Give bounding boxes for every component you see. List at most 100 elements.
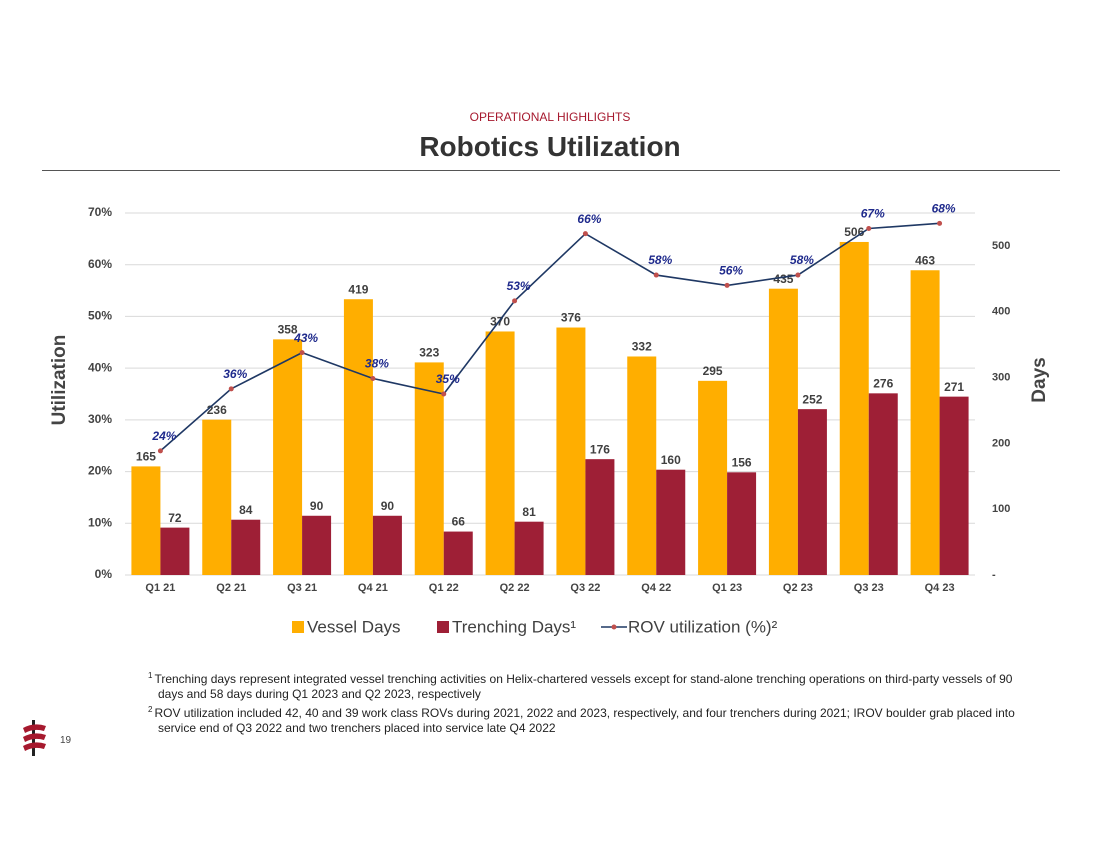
- line-value-label: 68%: [932, 202, 956, 216]
- footnote-marker: 2: [148, 705, 153, 714]
- bar-value-label: 276: [873, 377, 893, 391]
- bar: [727, 472, 757, 575]
- bar-value-label: 370: [490, 315, 510, 329]
- bar: [839, 241, 869, 575]
- y2-tick-label: 500: [992, 240, 1010, 252]
- footnotes: 1 Trenching days represent integrated ves…: [148, 668, 1018, 736]
- bar-value-label: 156: [732, 455, 752, 469]
- line-value-label: 56%: [719, 264, 743, 278]
- line-value-label: 53%: [507, 279, 531, 293]
- legend-swatch: [292, 621, 304, 633]
- bar-value-label: 358: [278, 323, 298, 337]
- footnote-text: ROV utilization included 42, 40 and 39 w…: [154, 706, 1015, 735]
- y-tick-label: 70%: [88, 205, 112, 219]
- x-tick-label: Q1 21: [145, 582, 175, 594]
- bar: [910, 270, 940, 575]
- x-tick-label: Q3 22: [570, 582, 600, 594]
- x-tick-label: Q2 22: [500, 582, 530, 594]
- bar-value-label: 419: [348, 282, 368, 296]
- bar-value-label: 236: [207, 403, 227, 417]
- footnote: 2 ROV utilization included 42, 40 and 39 …: [148, 702, 1018, 736]
- bar: [768, 288, 798, 575]
- bar-value-label: 463: [915, 253, 935, 267]
- line-marker: [582, 231, 588, 237]
- line-marker: [724, 282, 730, 288]
- line-value-label: 35%: [436, 372, 460, 386]
- x-tick-label: Q3 21: [287, 582, 317, 594]
- line-marker: [157, 448, 163, 454]
- x-tick-label: Q1 23: [712, 582, 742, 594]
- x-tick-label: Q2 21: [216, 582, 246, 594]
- chart: Utilization Days 0% 10% 20% 30% 40% 50% 60% 70%…: [49, 202, 1050, 637]
- bar: [273, 339, 303, 575]
- bar: [698, 380, 728, 575]
- divider: [42, 170, 1060, 171]
- y-tick-label: 30%: [88, 412, 112, 426]
- line-value-label: 67%: [861, 207, 885, 221]
- line-value-label: 43%: [293, 331, 318, 345]
- bar-value-label: 295: [703, 364, 723, 378]
- line-marker: [937, 220, 943, 226]
- line-marker: [795, 272, 801, 278]
- line-value-label: 58%: [648, 253, 672, 267]
- line-value-label: 66%: [577, 212, 601, 226]
- bar: [939, 396, 969, 575]
- bar: [585, 459, 615, 575]
- bar-value-label: 165: [136, 450, 156, 464]
- bar: [343, 299, 373, 575]
- line: [159, 222, 940, 452]
- bar: [160, 527, 190, 575]
- logo: [23, 720, 46, 756]
- y2-tick-label: 200: [992, 437, 1010, 449]
- page-number: 19: [60, 735, 72, 746]
- bar: [302, 515, 332, 575]
- kicker: OPERATIONAL HIGHLIGHTS: [469, 110, 631, 124]
- bar-value-label: 376: [561, 311, 581, 325]
- x-tick-label: Q3 23: [854, 582, 884, 594]
- legend-swatch: [611, 624, 617, 630]
- footnote-text: Trenching days represent integrated vess…: [154, 672, 1013, 701]
- y2-tick-label: 400: [992, 306, 1010, 318]
- y-tick-label: 50%: [88, 309, 112, 323]
- bar-value-label: 81: [522, 505, 536, 519]
- bar: [514, 521, 544, 575]
- bar: [443, 531, 473, 575]
- bar-value-label: 323: [419, 346, 439, 360]
- legend-label: Trenching Days¹: [452, 617, 576, 636]
- y2-axis-label: Days: [1029, 357, 1050, 402]
- footnote-marker: 1: [148, 671, 153, 680]
- bar: [797, 409, 827, 575]
- line-marker: [866, 226, 872, 232]
- legend-label: Vessel Days: [307, 617, 401, 636]
- line-marker: [653, 272, 659, 278]
- bar-value-label: 176: [590, 442, 610, 456]
- bar-value-label: 84: [239, 503, 253, 517]
- bar-value-label: 435: [773, 272, 793, 286]
- line-value-label: 24%: [151, 429, 176, 443]
- title: Robotics Utilization: [419, 131, 681, 162]
- y2-tick-label: -: [992, 569, 996, 581]
- legend-label: ROV utilization (%)²: [628, 617, 778, 636]
- bar-value-label: 66: [452, 515, 466, 529]
- y-axis-label: Utilization: [49, 335, 70, 426]
- bar-value-label: 506: [844, 225, 864, 239]
- x-tick-label: Q4 21: [358, 582, 388, 594]
- line-value-label: 58%: [790, 253, 814, 267]
- y-tick-label: 40%: [88, 360, 112, 374]
- bar-value-label: 271: [944, 380, 964, 394]
- bar-value-label: 72: [168, 511, 182, 525]
- bar: [202, 419, 232, 575]
- x-tick-label: Q4 23: [925, 582, 955, 594]
- bar-value-label: 90: [381, 499, 395, 513]
- y2-tick-label: 100: [992, 503, 1010, 515]
- line-marker: [228, 386, 234, 392]
- x-tick-label: Q1 22: [429, 582, 459, 594]
- line-marker: [299, 350, 305, 356]
- footnote: 1 Trenching days represent integrated ves…: [148, 668, 1018, 702]
- bar: [556, 327, 586, 575]
- bar-value-label: 90: [310, 499, 324, 513]
- line-marker: [370, 375, 376, 381]
- legend-swatch: [437, 621, 449, 633]
- bar: [656, 469, 686, 575]
